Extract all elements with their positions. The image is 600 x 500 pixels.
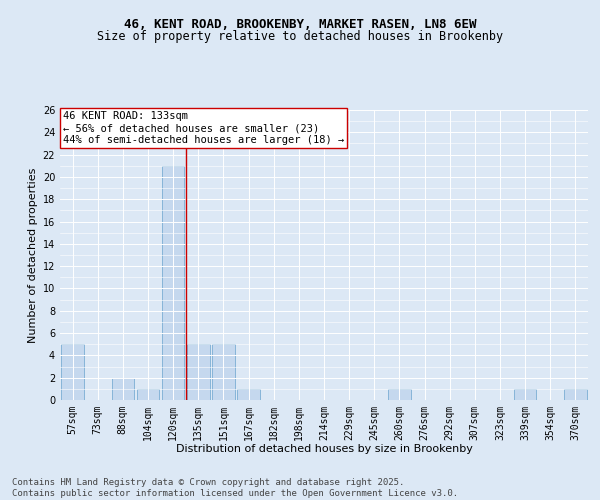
Bar — [162, 166, 184, 400]
Bar — [187, 344, 209, 400]
Bar — [112, 378, 134, 400]
Text: 46, KENT ROAD, BROOKENBY, MARKET RASEN, LN8 6EW: 46, KENT ROAD, BROOKENBY, MARKET RASEN, … — [124, 18, 476, 30]
Bar — [61, 344, 84, 400]
Bar — [212, 344, 235, 400]
Text: Contains HM Land Registry data © Crown copyright and database right 2025.
Contai: Contains HM Land Registry data © Crown c… — [12, 478, 458, 498]
Bar — [137, 389, 160, 400]
Text: 46 KENT ROAD: 133sqm
← 56% of detached houses are smaller (23)
44% of semi-detac: 46 KENT ROAD: 133sqm ← 56% of detached h… — [62, 112, 344, 144]
Y-axis label: Number of detached properties: Number of detached properties — [28, 168, 38, 342]
Bar — [514, 389, 536, 400]
Bar — [564, 389, 587, 400]
Bar — [237, 389, 260, 400]
Bar — [388, 389, 411, 400]
Text: Size of property relative to detached houses in Brookenby: Size of property relative to detached ho… — [97, 30, 503, 43]
X-axis label: Distribution of detached houses by size in Brookenby: Distribution of detached houses by size … — [176, 444, 472, 454]
